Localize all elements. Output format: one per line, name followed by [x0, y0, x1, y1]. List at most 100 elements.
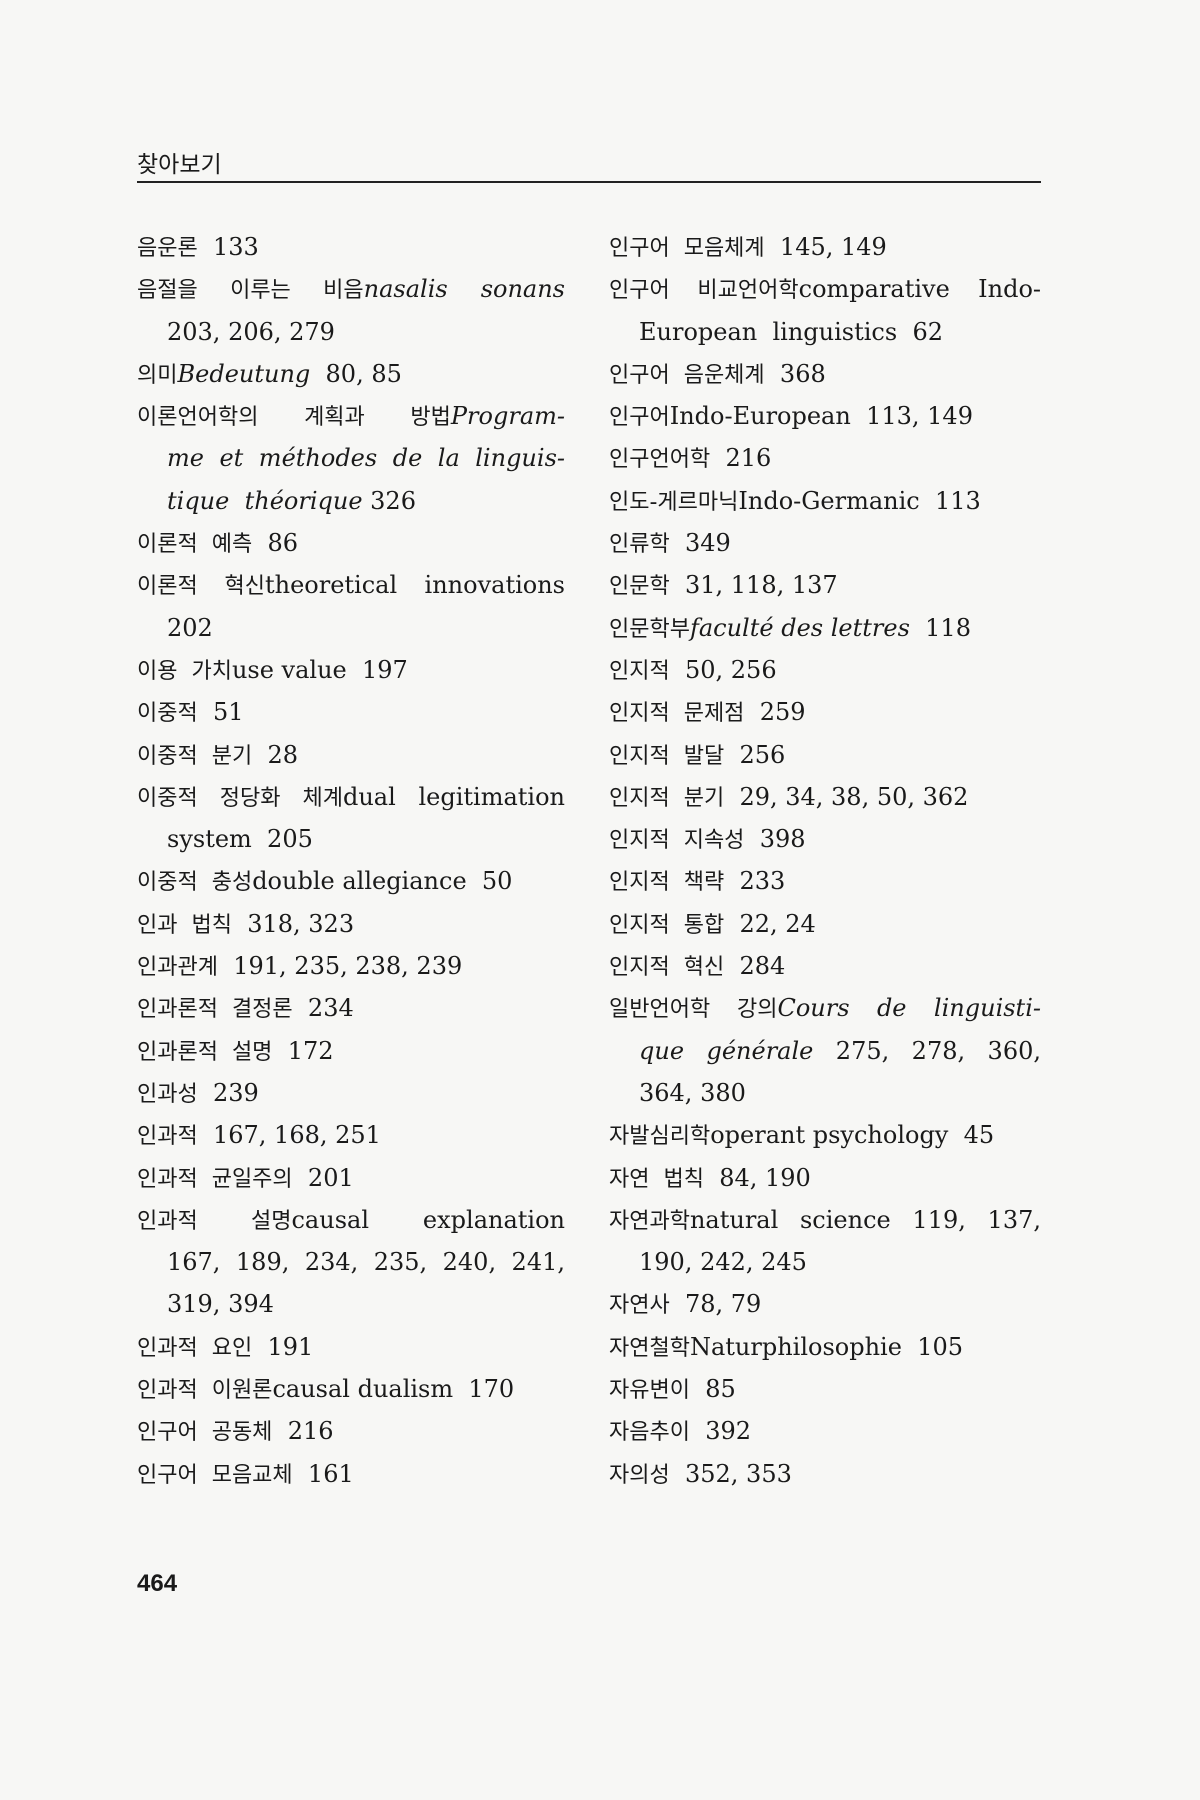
index-term: 인과적 설명	[137, 1208, 292, 1234]
index-entry-line: 자음추이 392	[609, 1410, 1041, 1452]
index-entry: 인지적 문제점 259	[609, 691, 1041, 733]
index-entry-line: 인지적 통합 22, 24	[609, 903, 1041, 945]
index-term: 자발심리학	[609, 1124, 711, 1150]
header-rule	[137, 181, 1041, 183]
index-entry-line: 의미Bedeutung 80, 85	[137, 353, 565, 395]
index-entry: 인지적 50, 256	[609, 649, 1041, 691]
index-entry-continuation: European linguistics 62	[609, 311, 1041, 353]
index-entry-line: 인구어 공동체 216	[137, 1410, 565, 1452]
index-term: 이론언어학의 계획과 방법	[137, 405, 451, 431]
index-entry-line: 인문학부faculté des lettres 118	[609, 607, 1041, 649]
index-term: 인과적	[137, 1124, 198, 1150]
index-term: 자유변이	[609, 1378, 690, 1404]
index-entry: 인지적 책략 233	[609, 860, 1041, 902]
index-term: 인문학	[609, 574, 670, 600]
index-text: 29, 34, 38, 50, 362	[724, 782, 969, 811]
index-entry: 인과적 요인 191	[137, 1326, 565, 1368]
index-term: 인구어 비교언어학	[609, 278, 799, 304]
index-entry-continuation: me et méthodes de la linguis-	[137, 437, 565, 479]
index-term: 인과 법칙	[137, 912, 232, 938]
index-term: 자연과학	[609, 1208, 690, 1234]
index-entry-line: 인지적 지속성 398	[609, 818, 1041, 860]
index-term: 인구어 모음체계	[609, 236, 765, 261]
index-text: 145, 149	[764, 233, 887, 261]
index-text: 202	[167, 613, 213, 642]
index-entry: 이중적 분기 28	[137, 734, 565, 776]
index-entry-line: 인구어 모음체계 145, 149	[609, 226, 1041, 268]
index-entry-line: 인과 법칙 318, 323	[137, 903, 565, 945]
index-entry: 인과론적 결정론 234	[137, 987, 565, 1029]
index-text: 86	[252, 529, 298, 558]
index-text: 318, 323	[231, 909, 355, 938]
index-term: 인구언어학	[609, 447, 711, 473]
index-text: 80, 85	[310, 359, 402, 388]
index-text: 368	[764, 359, 826, 388]
index-text: 398	[744, 825, 806, 854]
index-entry: 인지적 지속성 398	[609, 818, 1041, 860]
index-text: 133	[197, 233, 259, 261]
index-entry: 자발심리학operant psychology 45	[609, 1114, 1041, 1156]
index-term: 인지적 발달	[609, 743, 725, 769]
index-entry: 음운론 133	[137, 226, 565, 268]
index-text: use value 197	[231, 655, 408, 684]
index-text: 234	[292, 994, 354, 1023]
index-entry: 이중적 정당화 체계dual legitimation system 205	[137, 776, 565, 861]
index-entry-line: 인구언어학 216	[609, 437, 1041, 479]
index-term: 인지적 통합	[609, 912, 725, 938]
index-entry-continuation: 190, 242, 245	[609, 1241, 1041, 1283]
index-term: 음절을 이루는 비음	[137, 278, 364, 304]
index-term: 인과적 균일주의	[137, 1166, 293, 1192]
index-term: 인구어	[609, 405, 670, 431]
index-entry-line: 인구어 비교언어학comparative Indo-	[609, 268, 1041, 310]
index-entry-line: 인구어 음운체계 368	[609, 353, 1041, 395]
index-term: 인지적	[609, 658, 670, 684]
index-text: system 205	[167, 825, 313, 854]
index-term: 인과론적 결정론	[137, 997, 293, 1023]
foreign-term: que générale	[639, 1036, 814, 1065]
index-entry-line: 이론적 혁신theoretical innovations	[137, 564, 565, 606]
running-header: 찾아보기	[137, 152, 222, 178]
index-text: comparative Indo-	[798, 275, 1041, 304]
index-entry: 자음추이 392	[609, 1410, 1041, 1452]
index-text: 239	[197, 1078, 259, 1107]
index-term: 이용 가치	[137, 658, 232, 684]
index-entry-line: 인과적 균일주의 201	[137, 1157, 565, 1199]
index-term: 자연 법칙	[609, 1166, 704, 1192]
index-text: 172	[272, 1036, 334, 1065]
index-entry-line: 인지적 분기 29, 34, 38, 50, 362	[609, 776, 1041, 818]
index-text: 275, 278, 360,	[813, 1036, 1041, 1065]
index-term: 인과적 이원론	[137, 1378, 273, 1404]
index-text: Indo-European 113, 149	[669, 402, 973, 431]
index-text: 364, 380	[639, 1078, 746, 1107]
index-text: 259	[744, 698, 806, 727]
index-text: 118	[909, 613, 971, 642]
index-entry: 인류학 349	[609, 522, 1041, 564]
index-entry-line: 인지적 책략 233	[609, 860, 1041, 902]
index-term: 이중적 정당화 체계	[137, 785, 343, 811]
index-entry-line: 인과적 요인 191	[137, 1326, 565, 1368]
index-text: double allegiance 50	[252, 867, 513, 896]
index-term: 인구어 모음교체	[137, 1462, 293, 1488]
index-text: 167, 168, 251	[197, 1121, 381, 1150]
index-entry-line: 자의성 352, 353	[609, 1453, 1041, 1495]
index-entry: 이중적 충성double allegiance 50	[137, 860, 565, 902]
index-term: 인도-게르마닉	[609, 489, 739, 515]
index-entry: 자연과학natural science 119, 137, 190, 242, 2…	[609, 1199, 1041, 1284]
index-entry-line: 이론언어학의 계획과 방법Program-	[137, 395, 565, 437]
index-term: 자의성	[609, 1462, 670, 1488]
index-entry-line: 인과론적 설명 172	[137, 1030, 565, 1072]
index-term: 인지적 책략	[609, 870, 725, 896]
index-entry: 인과적 설명causal explanation 167, 189, 234, 2…	[137, 1199, 565, 1326]
index-text: 349	[669, 529, 731, 558]
index-entry-continuation: 202	[137, 607, 565, 649]
index-entry-line: 인구어Indo-European 113, 149	[609, 395, 1041, 437]
index-entry-line: 이중적 51	[137, 691, 565, 733]
foreign-term: faculté des lettres	[689, 613, 910, 642]
index-entry-line: 인지적 50, 256	[609, 649, 1041, 691]
index-entry: 인구어 음운체계 368	[609, 353, 1041, 395]
index-entry-line: 인과관계 191, 235, 238, 239	[137, 945, 565, 987]
index-term: 인지적 혁신	[609, 955, 725, 981]
index-entry-line: 이중적 충성double allegiance 50	[137, 860, 565, 902]
index-entry: 자의성 352, 353	[609, 1453, 1041, 1495]
index-term: 이론적 혁신	[137, 574, 265, 600]
